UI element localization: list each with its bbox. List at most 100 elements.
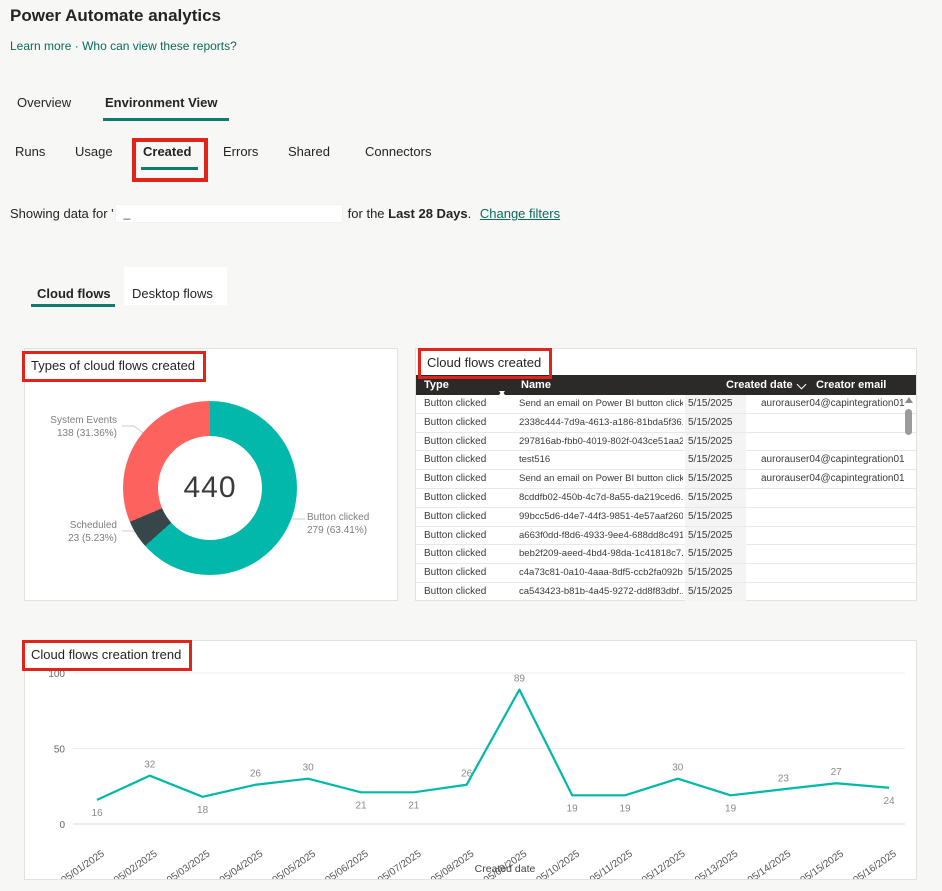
svg-text:05/06/2025: 05/06/2025 <box>323 848 371 879</box>
trend-series-line <box>96 688 890 801</box>
cloud-flows-creation-trend-card: 0 50 100 16 32 18 26 30 21 21 26 89 19 19 30 19 23 27 24 05… <box>22 640 917 880</box>
svg-text:89: 89 <box>514 674 526 685</box>
table-body: Button clicked Send an email on Power BI… <box>416 395 916 601</box>
slice-value: 138 (31.36%) <box>56 428 117 439</box>
tab-desktop-flows[interactable]: Desktop flows <box>124 267 227 305</box>
subtab-errors[interactable]: Errors <box>223 144 259 159</box>
annotation-box-trend-title: Cloud flows creation trend <box>22 640 193 671</box>
cell-name: Send an email on Power BI button click .… <box>519 398 683 409</box>
table-row[interactable]: Button clicked 99bcc5d6-d4e7-44f3-9851-4… <box>416 507 916 527</box>
trend-chart-svg[interactable]: 0 50 100 16 32 18 26 30 21 21 26 89 19 19 30 19 23 27 24 05… <box>25 641 916 879</box>
table-row[interactable]: Button clicked ca543423-b81b-4a45-9272-d… <box>416 582 916 601</box>
table-row[interactable]: Button clicked 297816ab-fbb0-4019-802f-0… <box>416 432 916 452</box>
tab-cloud-flows[interactable]: Cloud flows <box>37 286 111 301</box>
subtab-usage[interactable]: Usage <box>75 144 113 159</box>
filter-prefix: Showing data for ' <box>10 206 114 221</box>
change-filters-link[interactable]: Change filters <box>479 206 561 221</box>
svg-text:24: 24 <box>883 796 895 807</box>
svg-text:26: 26 <box>250 769 262 780</box>
cell-email <box>746 564 916 582</box>
header-links: Learn more · Who can view these reports? <box>10 39 237 53</box>
table-scrollbar[interactable] <box>903 397 914 597</box>
svg-text:05/16/2025: 05/16/2025 <box>851 848 899 879</box>
slice-value: 279 (63.41%) <box>307 525 368 536</box>
cell-type: Button clicked <box>424 548 487 560</box>
slice-value: 23 (5.23%) <box>68 533 117 544</box>
cell-type: Button clicked <box>424 491 487 503</box>
trend-data-labels: 16 32 18 26 30 21 21 26 89 19 19 30 19 23 27 24 <box>91 674 895 819</box>
cell-name: a663f0dd-f8d6-4933-9ee4-688dd8c491... <box>519 529 683 541</box>
slice-name: Scheduled <box>69 520 117 531</box>
table-row[interactable]: Button clicked a663f0dd-f8d6-4933-9ee4-6… <box>416 526 916 546</box>
trend-gridlines <box>73 672 905 825</box>
donut-chart[interactable]: 440 <box>123 401 297 575</box>
sort-down-arrow <box>499 391 505 395</box>
donut-card-title: Types of cloud flows created <box>31 358 196 373</box>
cell-email <box>746 433 916 451</box>
slice-name: System Events <box>50 415 117 426</box>
cell-email: aurorauser04@capintegration01 <box>761 454 905 466</box>
svg-text:05/14/2025: 05/14/2025 <box>746 848 794 879</box>
table-row[interactable]: Button clicked c4a73c81-0a10-4aaa-8df5-c… <box>416 564 916 583</box>
chevron-down-icon[interactable] <box>796 379 807 390</box>
desktop-flows-label: Desktop flows <box>132 286 213 301</box>
table-row[interactable]: Button clicked beb2f209-aeed-4bd4-98da-1… <box>416 545 916 565</box>
cell-type: Button clicked <box>424 529 487 541</box>
cell-type: Button clicked <box>424 585 487 597</box>
cell-email <box>746 508 916 526</box>
annotation-box-table-title: Cloud flows created <box>418 348 553 379</box>
svg-text:30: 30 <box>672 763 684 774</box>
scroll-up-arrow-icon[interactable] <box>904 397 913 403</box>
cell-name: beb2f209-aeed-4bd4-98da-1c41818c7... <box>519 548 683 560</box>
cell-type: Button clicked <box>424 416 487 428</box>
trend-xaxis-title: Created date <box>474 863 536 875</box>
cell-date: 5/15/2025 <box>685 526 746 545</box>
cell-type: Button clicked <box>424 510 487 522</box>
column-header-created-date[interactable]: Created date <box>726 379 793 391</box>
svg-text:05/01/2025: 05/01/2025 <box>59 848 107 879</box>
redaction-overlay: _ <box>115 205 342 222</box>
table-row[interactable]: Button clicked 8cddfb02-450b-4c7d-8a55-d… <box>416 488 916 508</box>
scrollbar-thumb[interactable] <box>905 409 912 435</box>
filter-middle: for the <box>347 206 389 221</box>
tab-overview[interactable]: Overview <box>17 95 72 110</box>
cloud-flows-created-card: Type Name Created date Creator email But… <box>415 348 917 601</box>
cell-type: Button clicked <box>424 473 487 485</box>
table-row[interactable]: Button clicked test516 5/15/2025 aurorau… <box>416 451 916 471</box>
cell-email <box>746 527 916 545</box>
sort-icon[interactable] <box>499 379 507 395</box>
column-header-type[interactable]: Type <box>424 379 449 391</box>
cell-name: 99bcc5d6-d4e7-44f3-9851-4e57aaf260... <box>519 510 683 522</box>
subtab-shared[interactable]: Shared <box>288 144 330 159</box>
cell-type: Button clicked <box>424 567 487 579</box>
column-header-name[interactable]: Name <box>521 379 551 391</box>
created-underline <box>141 167 198 170</box>
donut-label-system-events: System Events 138 (31.36%) <box>50 414 117 440</box>
column-header-creator-email[interactable]: Creator email <box>816 379 887 391</box>
types-of-cloud-flows-card: 440 System Events 138 (31.36%) Scheduled… <box>22 348 398 601</box>
who-can-view-link[interactable]: Who can view these reports? <box>82 39 237 53</box>
table-row[interactable]: Button clicked Send an email on Power BI… <box>416 470 916 489</box>
page-title: Power Automate analytics <box>10 6 221 25</box>
subtab-created[interactable]: Created <box>143 144 192 159</box>
learn-more-link[interactable]: Learn more <box>10 39 72 53</box>
svg-text:27: 27 <box>831 767 843 778</box>
svg-text:05/04/2025: 05/04/2025 <box>218 848 266 879</box>
cloud-flows-underline <box>31 304 115 307</box>
table-row[interactable]: Button clicked Send an email on Power BI… <box>416 395 916 414</box>
svg-text:05/11/2025: 05/11/2025 <box>588 848 635 879</box>
table-row[interactable]: Button clicked 2338c444-7d9a-4613-a186-8… <box>416 413 916 433</box>
donut-total: 440 <box>183 471 237 504</box>
svg-text:21: 21 <box>355 800 367 811</box>
cell-email <box>746 414 916 432</box>
subtab-runs[interactable]: Runs <box>15 144 46 159</box>
cell-type: Button clicked <box>424 435 487 447</box>
subtab-connectors[interactable]: Connectors <box>365 144 432 159</box>
tab-environment-view[interactable]: Environment View <box>105 95 218 110</box>
cell-date: 5/15/2025 <box>685 564 746 583</box>
cell-date: 5/15/2025 <box>685 470 746 489</box>
cell-email <box>746 545 916 563</box>
environment-view-underline <box>103 118 229 121</box>
svg-text:23: 23 <box>778 773 790 784</box>
cell-date: 5/15/2025 <box>685 507 746 526</box>
